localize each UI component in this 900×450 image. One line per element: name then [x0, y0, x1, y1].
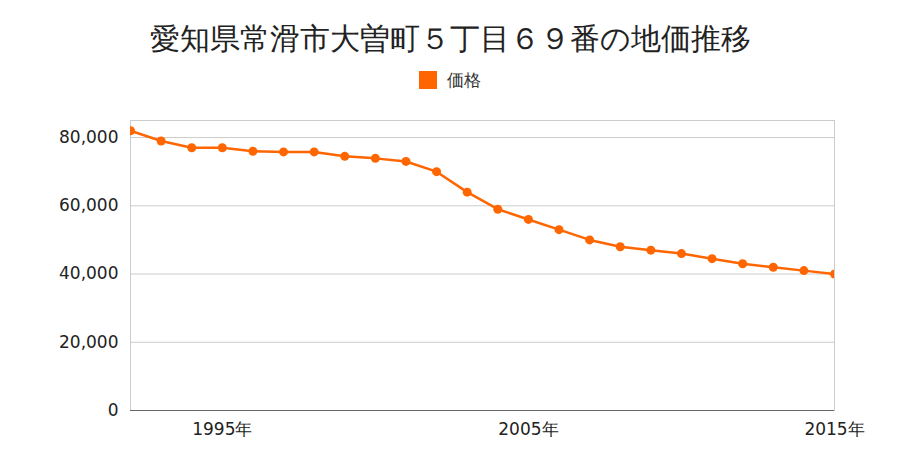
- svg-text:1995年: 1995年: [192, 419, 252, 439]
- svg-text:2005年: 2005年: [498, 419, 558, 439]
- html-text:価格: 価格: [447, 69, 481, 90]
- svg-text:0: 0: [108, 400, 119, 420]
- svg-text:2015年: 2015年: [804, 419, 864, 439]
- svg-text:80,000: 80,000: [59, 127, 118, 147]
- html-text:愛知県常滑市大曽町５丁目６９番の地価推移: 愛知県常滑市大曽町５丁目６９番の地価推移: [149, 21, 751, 56]
- svg-text:20,000: 20,000: [59, 332, 118, 352]
- svg-text:60,000: 60,000: [59, 195, 118, 215]
- svg-text:40,000: 40,000: [59, 263, 118, 283]
